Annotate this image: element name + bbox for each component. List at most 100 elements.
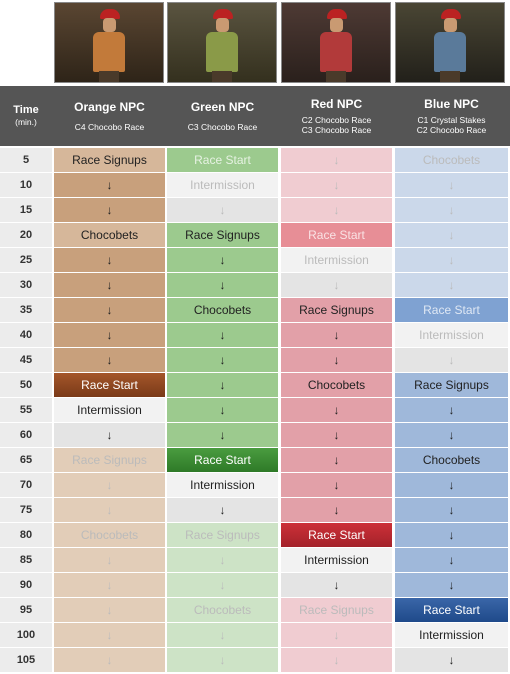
schedule-cell: Race Start [395,598,508,622]
time-cell: 15 [0,198,52,222]
schedule-cell: ↓ [54,323,165,347]
schedule-cell: Race Signups [281,298,392,322]
orange-npc-portrait [54,2,164,83]
schedule-cell: Race Signups [54,448,165,472]
schedule-cell: ↓ [395,648,508,672]
table-row: 80 Chocobets Race Signups Race Start ↓ [0,523,510,547]
npc-name: Orange NPC [74,100,145,114]
schedule-cell: Chocobets [281,373,392,397]
table-row: 25 ↓ ↓ Intermission ↓ [0,248,510,272]
schedule-cell: ↓ [395,173,508,197]
schedule-cell: ↓ [167,573,278,597]
time-cell: 40 [0,323,52,347]
table-row: 5 Race Signups Race Start ↓ Chocobets [0,148,510,172]
schedule-cell: ↓ [281,448,392,472]
npc-name: Green NPC [190,100,255,114]
time-unit: (min.) [15,117,37,127]
table-row: 40 ↓ ↓ ↓ Intermission [0,323,510,347]
time-cell: 10 [0,173,52,197]
time-cell: 50 [0,373,52,397]
schedule-cell: ↓ [281,398,392,422]
table-row: 35 ↓ Chocobets Race Signups Race Start [0,298,510,322]
schedule-cell: ↓ [395,498,508,522]
npc-race: C3 Chocobo Race [187,122,258,132]
schedule-cell: ↓ [395,348,508,372]
npc-name: Red NPC [310,97,363,111]
table-row: 10 ↓ Intermission ↓ ↓ [0,173,510,197]
schedule-cell: Intermission [281,548,392,572]
schedule-cell: Race Start [167,448,278,472]
time-cell: 65 [0,448,52,472]
schedule-cell: Race Signups [281,598,392,622]
blue-npc-portrait [395,2,505,83]
table-row: 75 ↓ ↓ ↓ ↓ [0,498,510,522]
time-cell: 25 [0,248,52,272]
schedule-cell: Race Start [167,148,278,172]
schedule-cell: ↓ [395,523,508,547]
schedule-cell: ↓ [167,623,278,647]
schedule-cell: Intermission [167,473,278,497]
npc-race: C2 Chocobo Race [301,115,372,125]
schedule-cell: ↓ [281,323,392,347]
time-column-header: Time (min.) [0,86,52,146]
schedule-cell: ↓ [395,198,508,222]
schedule-cell: ↓ [281,473,392,497]
time-cell: 100 [0,623,52,647]
schedule-cell: ↓ [281,423,392,447]
time-label: Time [13,104,39,116]
schedule-cell: ↓ [167,548,278,572]
time-cell: 105 [0,648,52,672]
time-cell: 20 [0,223,52,247]
schedule-cell: ↓ [395,248,508,272]
schedule-cell: ↓ [54,573,165,597]
schedule-cell: Race Signups [167,223,278,247]
table-row: 65 Race Signups Race Start ↓ Chocobets [0,448,510,472]
npc-race: C2 Chocobo Race [416,125,487,135]
schedule-cell: Chocobets [54,223,165,247]
schedule-cell: ↓ [167,248,278,272]
npc-portraits-row [0,0,510,86]
table-row: 55 Intermission ↓ ↓ ↓ [0,398,510,422]
schedule-cell: ↓ [167,398,278,422]
schedule-cell: Race Signups [395,373,508,397]
npc-name: Blue NPC [424,97,479,111]
schedule-cell: ↓ [281,573,392,597]
schedule-cell: Intermission [395,323,508,347]
schedule-cell: ↓ [281,348,392,372]
time-cell: 45 [0,348,52,372]
schedule-cell: ↓ [54,173,165,197]
schedule-cell: ↓ [281,623,392,647]
table-row: 20 Chocobets Race Signups Race Start ↓ [0,223,510,247]
orange-npc-header: Orange NPC C4 Chocobo Race [54,86,165,146]
npc-race: C1 Crystal Stakes [417,115,486,125]
time-cell: 70 [0,473,52,497]
schedule-cell: ↓ [54,198,165,222]
schedule-cell: ↓ [54,248,165,272]
schedule-cell: Chocobets [54,523,165,547]
table-row: 45 ↓ ↓ ↓ ↓ [0,348,510,372]
table-row: 15 ↓ ↓ ↓ ↓ [0,198,510,222]
table-row: 100 ↓ ↓ ↓ Intermission [0,623,510,647]
schedule-cell: Intermission [54,398,165,422]
schedule-cell: ↓ [395,548,508,572]
time-cell: 5 [0,148,52,172]
time-cell: 85 [0,548,52,572]
schedule-cell: ↓ [281,273,392,297]
time-cell: 95 [0,598,52,622]
table-header: Time (min.) Orange NPC C4 Chocobo Race G… [0,86,510,146]
schedule-cell: Intermission [281,248,392,272]
time-cell: 30 [0,273,52,297]
schedule-cell: Race Start [281,523,392,547]
npc-race: C4 Chocobo Race [74,122,145,132]
table-row: 30 ↓ ↓ ↓ ↓ [0,273,510,297]
schedule-cell: Intermission [167,173,278,197]
time-cell: 55 [0,398,52,422]
schedule-cell: ↓ [281,648,392,672]
schedule-cell: ↓ [167,373,278,397]
schedule-cell: ↓ [281,173,392,197]
schedule-cell: ↓ [54,648,165,672]
schedule-cell: ↓ [281,198,392,222]
time-cell: 35 [0,298,52,322]
schedule-cell: ↓ [167,348,278,372]
schedule-cell: Race Start [395,298,508,322]
